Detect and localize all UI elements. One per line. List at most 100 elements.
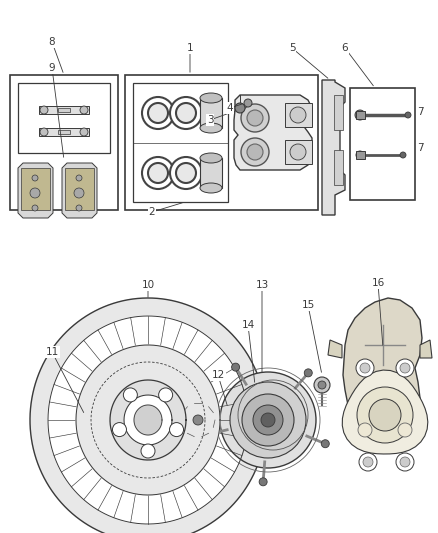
Text: 10: 10: [141, 280, 155, 290]
Circle shape: [148, 163, 168, 183]
Circle shape: [40, 106, 48, 114]
Text: 13: 13: [255, 280, 268, 290]
Bar: [350, 88, 415, 200]
Polygon shape: [18, 163, 53, 218]
Circle shape: [396, 359, 414, 377]
Circle shape: [314, 377, 330, 393]
Circle shape: [398, 423, 412, 437]
Bar: [39, 128, 89, 136]
Circle shape: [321, 440, 329, 448]
Text: 12: 12: [212, 370, 225, 380]
Circle shape: [241, 138, 269, 166]
Bar: [58, 130, 70, 134]
Text: 1: 1: [187, 43, 193, 53]
Circle shape: [400, 152, 406, 158]
Ellipse shape: [200, 153, 222, 163]
Circle shape: [356, 151, 364, 159]
Polygon shape: [48, 316, 248, 524]
Circle shape: [356, 359, 374, 377]
Ellipse shape: [200, 183, 222, 193]
Text: 15: 15: [301, 300, 314, 310]
Circle shape: [76, 205, 82, 211]
Ellipse shape: [200, 93, 222, 103]
Polygon shape: [322, 80, 345, 215]
Text: 7: 7: [417, 107, 423, 117]
Circle shape: [405, 112, 411, 118]
Circle shape: [124, 388, 138, 402]
Circle shape: [142, 97, 174, 129]
Text: 5: 5: [289, 43, 295, 53]
Circle shape: [244, 99, 252, 107]
Bar: [200, 158, 222, 188]
Circle shape: [259, 478, 267, 486]
Polygon shape: [134, 405, 162, 435]
Bar: [58, 108, 70, 112]
Circle shape: [304, 369, 312, 377]
Circle shape: [148, 103, 168, 123]
Bar: [10, 75, 118, 210]
Circle shape: [396, 453, 414, 471]
Polygon shape: [110, 380, 186, 460]
Circle shape: [253, 405, 283, 435]
Circle shape: [30, 188, 40, 198]
Circle shape: [290, 144, 306, 160]
Bar: [356, 111, 365, 119]
Circle shape: [40, 128, 48, 136]
Circle shape: [141, 444, 155, 458]
Circle shape: [242, 394, 294, 446]
Polygon shape: [234, 95, 312, 170]
Circle shape: [74, 188, 84, 198]
Circle shape: [358, 423, 372, 437]
Text: 9: 9: [49, 63, 55, 73]
Circle shape: [247, 110, 263, 126]
Circle shape: [180, 402, 216, 438]
Circle shape: [230, 382, 306, 458]
Circle shape: [142, 157, 174, 189]
Circle shape: [187, 409, 209, 431]
Circle shape: [80, 128, 88, 136]
Text: 6: 6: [342, 43, 348, 53]
Circle shape: [355, 110, 365, 120]
Polygon shape: [342, 370, 428, 454]
Bar: [356, 151, 365, 159]
Text: 14: 14: [241, 320, 254, 330]
Polygon shape: [328, 340, 342, 358]
Circle shape: [369, 399, 401, 431]
Polygon shape: [420, 340, 432, 358]
Circle shape: [170, 157, 202, 189]
Bar: [334, 150, 343, 185]
Circle shape: [113, 423, 127, 437]
Circle shape: [241, 104, 269, 132]
Bar: [285, 103, 312, 127]
Circle shape: [159, 388, 173, 402]
Circle shape: [247, 144, 263, 160]
Text: 16: 16: [371, 278, 385, 288]
Circle shape: [357, 387, 413, 443]
Text: 11: 11: [46, 347, 59, 357]
Text: 3: 3: [207, 115, 213, 125]
Circle shape: [261, 413, 275, 427]
Circle shape: [204, 431, 212, 439]
Bar: [21, 168, 50, 210]
Ellipse shape: [200, 123, 222, 133]
Circle shape: [176, 163, 196, 183]
Circle shape: [176, 103, 196, 123]
Circle shape: [318, 381, 326, 389]
Polygon shape: [62, 163, 97, 218]
Circle shape: [80, 106, 88, 114]
Polygon shape: [30, 298, 266, 533]
Bar: [18, 83, 110, 153]
Bar: [39, 106, 89, 114]
Circle shape: [170, 97, 202, 129]
Circle shape: [400, 457, 410, 467]
Bar: [133, 83, 228, 202]
Circle shape: [363, 457, 373, 467]
Circle shape: [220, 372, 316, 468]
Text: 7: 7: [417, 143, 423, 153]
Bar: [334, 95, 343, 130]
Circle shape: [170, 423, 184, 437]
Circle shape: [235, 103, 245, 113]
Circle shape: [232, 363, 240, 371]
Circle shape: [32, 175, 38, 181]
Circle shape: [290, 107, 306, 123]
